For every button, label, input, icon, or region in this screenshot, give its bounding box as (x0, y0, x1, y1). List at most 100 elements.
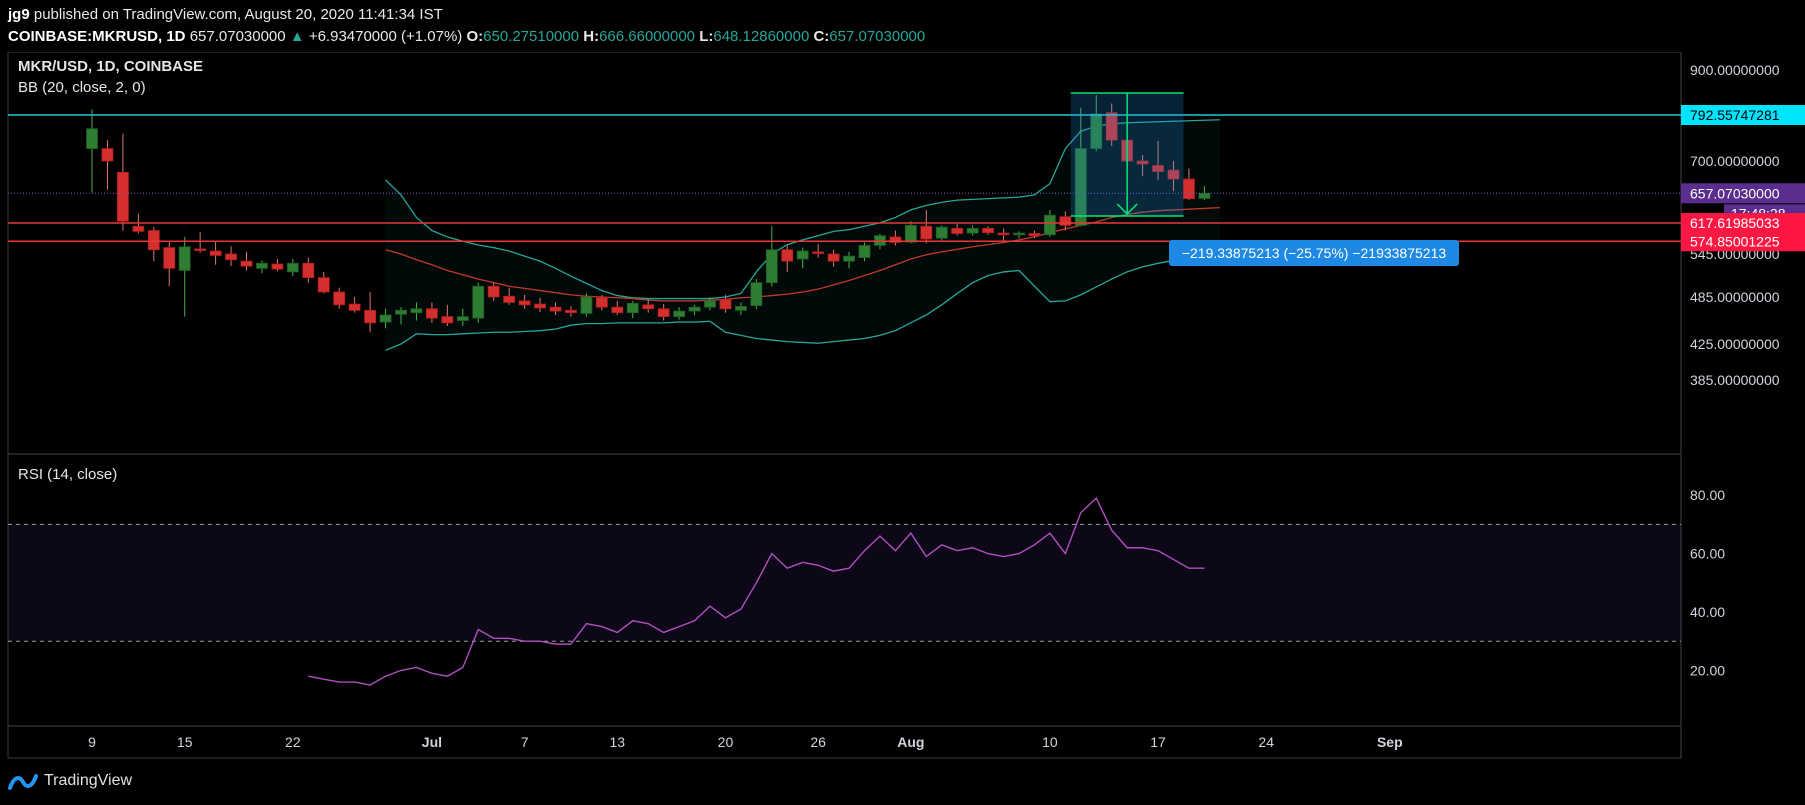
chart-frame (7, 52, 1682, 759)
high-label: H: (583, 28, 600, 45)
time-tick-label: 15 (177, 734, 193, 750)
time-tick-label: 7 (521, 734, 529, 750)
candle-body (178, 246, 191, 271)
candle (935, 225, 948, 241)
candle (348, 297, 361, 313)
candle (796, 247, 809, 269)
candle-body (1074, 148, 1087, 226)
rsi-legend[interactable]: RSI (14, close) (18, 466, 117, 483)
rsi-tick-label: 20.00 (1690, 662, 1725, 678)
candle (225, 246, 237, 267)
last-price-tag: 657.07030000 (1690, 185, 1780, 201)
trading-chart[interactable]: −219.33875213 (−25.75%) −21933875213 900… (0, 52, 1805, 762)
candle (750, 279, 763, 309)
candle (395, 307, 407, 325)
last-price-tag-bg (1681, 183, 1805, 204)
red-line-2-tag-bg (1681, 231, 1805, 252)
candle (1152, 141, 1164, 180)
candle-body (286, 262, 299, 273)
candle (271, 259, 284, 272)
red-line-2-tag: 574.85001225 (1690, 233, 1780, 249)
candle-body (966, 227, 979, 234)
measure-tool[interactable]: −219.33875213 (−25.75%) −21933875213 (1070, 92, 1459, 266)
red-line-1-tag-bg (1681, 213, 1805, 234)
candle (256, 260, 268, 274)
candle (966, 225, 979, 236)
candle-body (951, 227, 964, 234)
candle-body (487, 285, 500, 298)
time-tick-label: 10 (1042, 734, 1058, 750)
candle (194, 232, 207, 253)
candle (626, 300, 639, 319)
rsi-band-fill (8, 524, 1681, 642)
candle-body (271, 263, 284, 270)
candle (410, 302, 423, 321)
candle (580, 293, 593, 317)
candle (1028, 230, 1041, 238)
bb-fill (385, 119, 1220, 351)
candle-body (657, 308, 670, 317)
close-label: C: (813, 28, 830, 45)
candle (843, 251, 855, 269)
price-change: +6.93470000 (+1.07%) (308, 28, 463, 45)
candle-body (472, 285, 485, 319)
candle-body (503, 295, 516, 303)
publisher-name[interactable]: jg9 (8, 6, 30, 23)
rsi-tick-label: 60.00 (1690, 546, 1725, 562)
candle (534, 297, 546, 312)
cyan-line-tag-bg (1681, 104, 1805, 125)
candle-body (765, 249, 778, 284)
triangle-up-icon: ▲ (289, 28, 305, 45)
price-tags: 792.55747281657.07030000620.17:48:28617.… (1681, 104, 1805, 252)
rsi-line (308, 496, 1205, 686)
candle (951, 224, 964, 236)
candle (997, 228, 1010, 242)
candle-body (688, 306, 701, 312)
candle-body (1183, 178, 1195, 200)
measure-label: −219.33875213 (−25.75%) −21933875213 (1182, 245, 1447, 261)
candle (1105, 103, 1118, 147)
rsi-tick-label: 80.00 (1690, 487, 1725, 503)
high-value: 666.66000000 (599, 28, 696, 45)
candle (642, 299, 655, 313)
candle-body (317, 277, 330, 293)
candle-body (240, 260, 253, 267)
time-tick-label: 20 (718, 734, 734, 750)
candle-body (132, 225, 145, 232)
candle-body (101, 148, 114, 162)
candle-body (534, 303, 546, 309)
candle (1074, 107, 1087, 227)
candle (101, 140, 114, 190)
open-value: 650.27510000 (483, 28, 580, 45)
candle (657, 304, 670, 321)
candle (565, 306, 577, 317)
rsi-pane (8, 496, 1681, 686)
price-tick-label: 485.00000000 (1690, 289, 1780, 305)
candle-body (750, 282, 763, 307)
candle-body (333, 291, 346, 306)
candle (920, 209, 933, 244)
symbol-name[interactable]: COINBASE:MKRUSD, 1D (8, 28, 186, 45)
candle-body (225, 253, 237, 261)
candle-body (565, 309, 577, 314)
candle-body (1059, 216, 1072, 226)
candle (209, 241, 222, 265)
candle (765, 226, 778, 287)
candle-body (395, 309, 407, 315)
last-price: 657.07030000 (189, 28, 286, 45)
candle (704, 297, 716, 311)
candle-body (812, 251, 825, 254)
candle (611, 300, 624, 316)
candle-body (379, 314, 392, 323)
candle (86, 109, 98, 193)
bb-legend[interactable]: BB (20, close, 2, 0) (18, 79, 146, 96)
candle-body (348, 303, 361, 311)
time-tick-label: 24 (1258, 734, 1274, 750)
candle (688, 304, 701, 316)
candle-body (194, 248, 207, 251)
time-tick-label: 9 (88, 734, 96, 750)
low-value: 648.12860000 (713, 28, 810, 45)
candle (1183, 168, 1195, 201)
price-tick-label: 425.00000000 (1690, 336, 1780, 352)
candle-body (642, 304, 655, 310)
